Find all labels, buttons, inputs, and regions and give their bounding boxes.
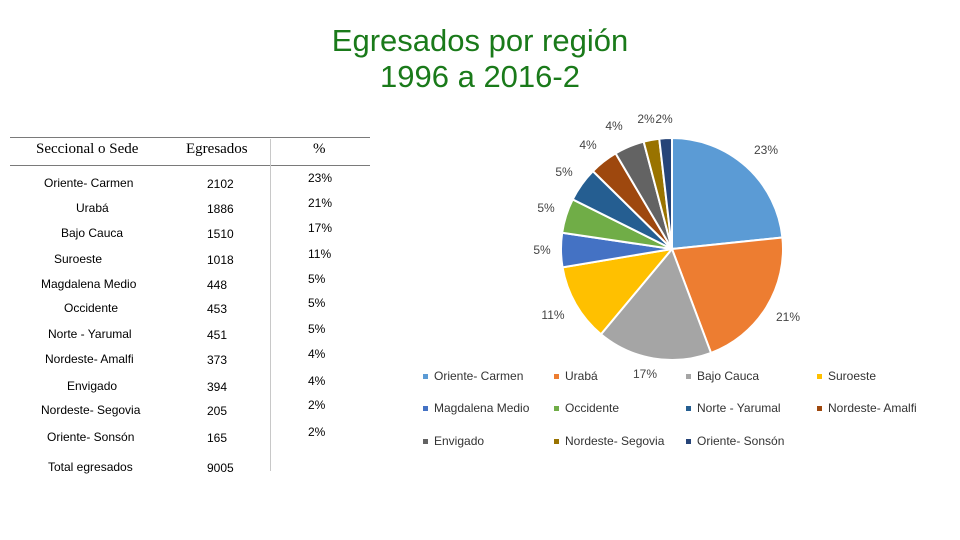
pie-data-label: 5% bbox=[537, 201, 555, 215]
pie-data-label: 5% bbox=[555, 165, 573, 179]
legend-swatch bbox=[554, 439, 559, 445]
pie-data-label: 2% bbox=[655, 112, 673, 126]
table-cell-egresados: 373 bbox=[207, 353, 228, 367]
table-cell-egresados: 453 bbox=[207, 302, 228, 316]
legend-label: Suroeste bbox=[828, 369, 877, 383]
pie-slice bbox=[599, 247, 713, 361]
legend-swatch bbox=[686, 406, 691, 412]
pie-data-label: 21% bbox=[776, 310, 800, 324]
table-cell-sede: Suroeste bbox=[54, 252, 103, 266]
table-cell-pct: 4% bbox=[308, 347, 326, 361]
pie-slice bbox=[670, 236, 784, 355]
legend-label: Oriente- Carmen bbox=[434, 369, 524, 383]
table-cell-pct: 2% bbox=[308, 425, 326, 439]
table-top-rule bbox=[10, 137, 370, 138]
chart-title-line2: 1996 a 2016-2 bbox=[380, 59, 580, 94]
table-cell-sede: Occidente bbox=[64, 301, 119, 315]
legend-label: Nordeste- Segovia bbox=[565, 434, 665, 448]
pie-slice bbox=[658, 136, 673, 250]
table-cell-egresados: 394 bbox=[207, 380, 228, 394]
pie-data-label: 17% bbox=[633, 367, 657, 381]
legend-item: Nordeste- Amalfi bbox=[817, 401, 917, 415]
total-value: 9005 bbox=[207, 461, 234, 475]
table-cell-egresados: 448 bbox=[207, 278, 228, 292]
pie-slice bbox=[561, 247, 675, 336]
table-cell-pct: 11% bbox=[308, 247, 332, 261]
header-sede: Seccional o Sede bbox=[36, 141, 139, 157]
legend-item: Suroeste bbox=[817, 369, 876, 383]
chart-title-line1: Egresados por región bbox=[331, 23, 629, 58]
legend-swatch bbox=[554, 406, 559, 412]
legend-swatch bbox=[423, 439, 428, 445]
legend-label: Norte - Yarumal bbox=[697, 401, 781, 415]
table-column-divider bbox=[270, 139, 271, 471]
legend-label: Occidente bbox=[565, 401, 620, 415]
pie-data-label: 5% bbox=[533, 243, 551, 257]
legend-swatch bbox=[817, 374, 822, 380]
table-cell-egresados: 205 bbox=[207, 404, 228, 418]
table-cell-pct: 5% bbox=[308, 272, 326, 286]
legend-label: Envigado bbox=[434, 434, 485, 448]
table-cell-sede: Oriente- Carmen bbox=[44, 176, 134, 190]
legend-item: Bajo Cauca bbox=[686, 369, 759, 383]
legend-item: Oriente- Sonsón bbox=[686, 434, 784, 448]
table-cell-sede: Norte - Yarumal bbox=[48, 327, 132, 341]
legend-label: Oriente- Sonsón bbox=[697, 434, 785, 448]
total-label: Total egresados bbox=[48, 460, 133, 474]
table-cell-pct: 17% bbox=[308, 221, 333, 235]
table-cell-sede: Oriente- Sonsón bbox=[47, 430, 135, 444]
table-cell-sede: Nordeste- Segovia bbox=[41, 403, 141, 417]
legend-item: Nordeste- Segovia bbox=[554, 434, 664, 448]
legend-swatch bbox=[423, 406, 428, 412]
table-cell-pct: 5% bbox=[308, 296, 326, 310]
table-cell-egresados: 165 bbox=[207, 431, 228, 445]
table-cell-egresados: 1018 bbox=[207, 253, 234, 267]
legend-label: Magdalena Medio bbox=[434, 401, 530, 415]
legend-item: Oriente- Carmen bbox=[423, 369, 523, 383]
legend-item: Norte - Yarumal bbox=[686, 401, 781, 415]
legend-label: Bajo Cauca bbox=[697, 369, 760, 383]
pie-data-label: 4% bbox=[579, 138, 597, 152]
table-cell-sede: Urabá bbox=[76, 201, 109, 215]
table-cell-egresados: 1510 bbox=[207, 227, 234, 241]
table-cell-egresados: 1886 bbox=[207, 202, 234, 216]
table-header-rule bbox=[10, 165, 370, 166]
table-cell-pct: 21% bbox=[308, 196, 333, 210]
legend-swatch bbox=[686, 439, 691, 445]
table-cell-sede: Nordeste- Amalfi bbox=[45, 352, 134, 366]
table-cell-pct: 4% bbox=[308, 374, 326, 388]
table-cell-egresados: 451 bbox=[207, 328, 228, 342]
header-egresados: Egresados bbox=[186, 141, 248, 157]
legend-item: Magdalena Medio bbox=[423, 401, 529, 415]
pie-data-label: 4% bbox=[605, 119, 623, 133]
header-pct: % bbox=[313, 141, 326, 157]
legend-label: Nordeste- Amalfi bbox=[828, 401, 917, 415]
table-cell-sede: Bajo Cauca bbox=[61, 226, 124, 240]
table-cell-sede: Envigado bbox=[67, 379, 118, 393]
table-cell-pct: 5% bbox=[308, 322, 326, 336]
legend-item: Envigado bbox=[423, 434, 484, 448]
legend-swatch bbox=[817, 406, 822, 412]
pie-slice bbox=[671, 136, 784, 251]
pie-data-label: 23% bbox=[754, 143, 778, 157]
pie-data-label: 11% bbox=[541, 308, 564, 322]
table-cell-pct: 2% bbox=[308, 398, 326, 412]
legend-item: Occidente bbox=[554, 401, 619, 415]
table-cell-egresados: 2102 bbox=[207, 177, 234, 191]
table-cell-sede: Magdalena Medio bbox=[41, 277, 137, 291]
legend-swatch bbox=[686, 374, 691, 380]
legend-swatch bbox=[554, 374, 559, 380]
table-cell-pct: 23% bbox=[308, 171, 333, 185]
legend-item: Urabá bbox=[554, 369, 598, 383]
legend-swatch bbox=[423, 374, 428, 380]
legend-label: Urabá bbox=[565, 369, 598, 383]
pie-data-label: 2% bbox=[637, 112, 655, 126]
